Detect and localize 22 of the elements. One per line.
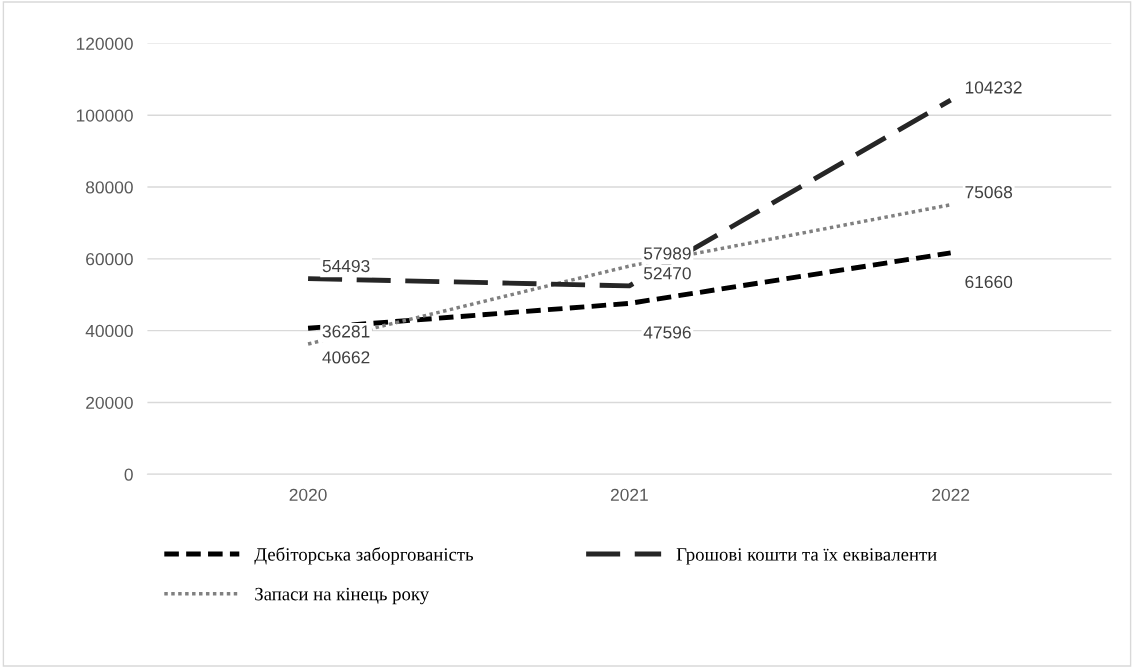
y-tick-label: 20000	[86, 396, 133, 409]
y-tick-label: 80000	[86, 181, 133, 194]
data-label: 104232	[965, 81, 1022, 94]
data-label: 36281	[322, 325, 370, 338]
legend-label: Грошові кошти та їх еквіваленти	[676, 548, 937, 565]
data-label: 40662	[322, 351, 370, 364]
legend-label: Дебіторська заборгованість	[254, 547, 474, 565]
data-label: 47596	[643, 326, 691, 339]
y-tick-label: 40000	[85, 324, 133, 338]
x-tick-label: 2020	[289, 488, 327, 501]
data-label: 52470	[643, 267, 691, 280]
y-tick-label: 120000	[76, 37, 133, 50]
y-tick-label: 60000	[86, 253, 133, 266]
y-tick-label: 100000	[76, 109, 133, 122]
x-tick-label: 2022	[932, 488, 970, 501]
data-label: 54493	[322, 259, 370, 273]
data-label: 61660	[965, 275, 1013, 289]
data-label: 75068	[965, 186, 1013, 199]
y-tick-label: 0	[124, 468, 133, 481]
legend-label: Запаси на кінець року	[255, 587, 430, 605]
x-tick-label: 2021	[610, 488, 648, 501]
data-label: 57989	[643, 247, 691, 260]
